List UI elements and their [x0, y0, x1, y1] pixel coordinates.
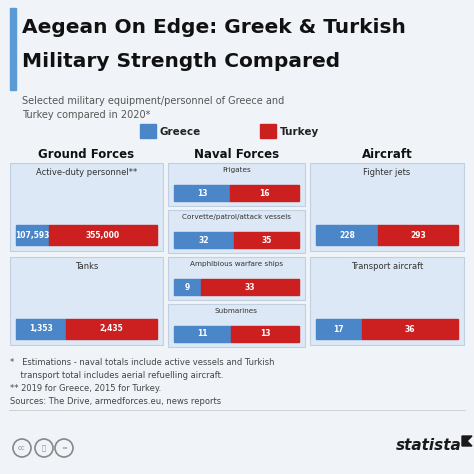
- Text: Fighter jets: Fighter jets: [364, 168, 410, 177]
- Bar: [66, 319, 157, 339]
- Bar: [316, 319, 362, 339]
- Text: 16: 16: [259, 189, 270, 198]
- Text: 228: 228: [339, 230, 355, 239]
- Text: 293: 293: [410, 230, 426, 239]
- Text: Selected military equipment/personnel of Greece and
Turkey compared in 2020*: Selected military equipment/personnel of…: [22, 96, 284, 120]
- Bar: [10, 8, 16, 90]
- Text: statista: statista: [396, 438, 462, 453]
- Text: =: =: [61, 445, 67, 451]
- Text: 35: 35: [261, 236, 272, 245]
- Text: Military Strength Compared: Military Strength Compared: [22, 52, 340, 71]
- Text: 355,000: 355,000: [86, 230, 120, 239]
- Text: 13: 13: [260, 329, 270, 338]
- Bar: [174, 232, 234, 248]
- Text: Frigates: Frigates: [222, 167, 251, 173]
- Text: Aegean On Edge: Greek & Turkish: Aegean On Edge: Greek & Turkish: [22, 18, 406, 37]
- Text: Naval Forces: Naval Forces: [194, 148, 279, 161]
- Text: Active-duty personnel**: Active-duty personnel**: [36, 168, 137, 177]
- Text: Tanks: Tanks: [75, 262, 98, 271]
- Bar: [168, 163, 305, 206]
- Bar: [49, 225, 157, 245]
- Text: 33: 33: [245, 283, 255, 292]
- Text: Turkey: Turkey: [280, 127, 319, 137]
- Bar: [10, 257, 163, 345]
- Text: Ground Forces: Ground Forces: [38, 148, 135, 161]
- Text: Aircraft: Aircraft: [362, 148, 412, 161]
- Text: Ⓘ: Ⓘ: [42, 445, 46, 451]
- Bar: [231, 326, 299, 342]
- Text: 107,593: 107,593: [15, 230, 50, 239]
- Bar: [310, 257, 464, 345]
- Text: Amphibious warfare ships: Amphibious warfare ships: [190, 261, 283, 267]
- Bar: [378, 225, 458, 245]
- Bar: [16, 319, 66, 339]
- Bar: [168, 210, 305, 253]
- Text: Corvette/patrol/attack vessels: Corvette/patrol/attack vessels: [182, 214, 291, 220]
- Text: Transport aircraft: Transport aircraft: [351, 262, 423, 271]
- Text: 9: 9: [185, 283, 190, 292]
- Text: 1,353: 1,353: [29, 325, 53, 334]
- Bar: [201, 279, 299, 295]
- Bar: [174, 185, 230, 201]
- Bar: [316, 225, 378, 245]
- Text: 32: 32: [199, 236, 209, 245]
- Text: Submarines: Submarines: [215, 308, 258, 314]
- Bar: [16, 225, 49, 245]
- Text: 13: 13: [197, 189, 207, 198]
- Text: 17: 17: [334, 325, 344, 334]
- Bar: [140, 124, 156, 138]
- Text: cc: cc: [18, 445, 26, 451]
- Bar: [310, 163, 464, 251]
- Text: *   Estimations - naval totals include active vessels and Turkish: * Estimations - naval totals include act…: [10, 358, 274, 367]
- Text: Sources: The Drive, armedforces.eu, news reports: Sources: The Drive, armedforces.eu, news…: [10, 397, 221, 406]
- Text: ** 2019 for Greece, 2015 for Turkey.: ** 2019 for Greece, 2015 for Turkey.: [10, 384, 161, 393]
- Bar: [174, 326, 231, 342]
- Bar: [174, 279, 201, 295]
- Text: transport total includes aerial refuelling aircraft.: transport total includes aerial refuelli…: [10, 371, 224, 380]
- Bar: [234, 232, 299, 248]
- Bar: [260, 124, 276, 138]
- Bar: [362, 319, 458, 339]
- Bar: [10, 163, 163, 251]
- Text: 2,435: 2,435: [100, 325, 124, 334]
- Polygon shape: [462, 436, 472, 446]
- Text: 11: 11: [197, 329, 208, 338]
- Bar: [168, 304, 305, 347]
- Bar: [230, 185, 299, 201]
- Text: Greece: Greece: [160, 127, 201, 137]
- Bar: [168, 257, 305, 300]
- Text: 36: 36: [404, 325, 415, 334]
